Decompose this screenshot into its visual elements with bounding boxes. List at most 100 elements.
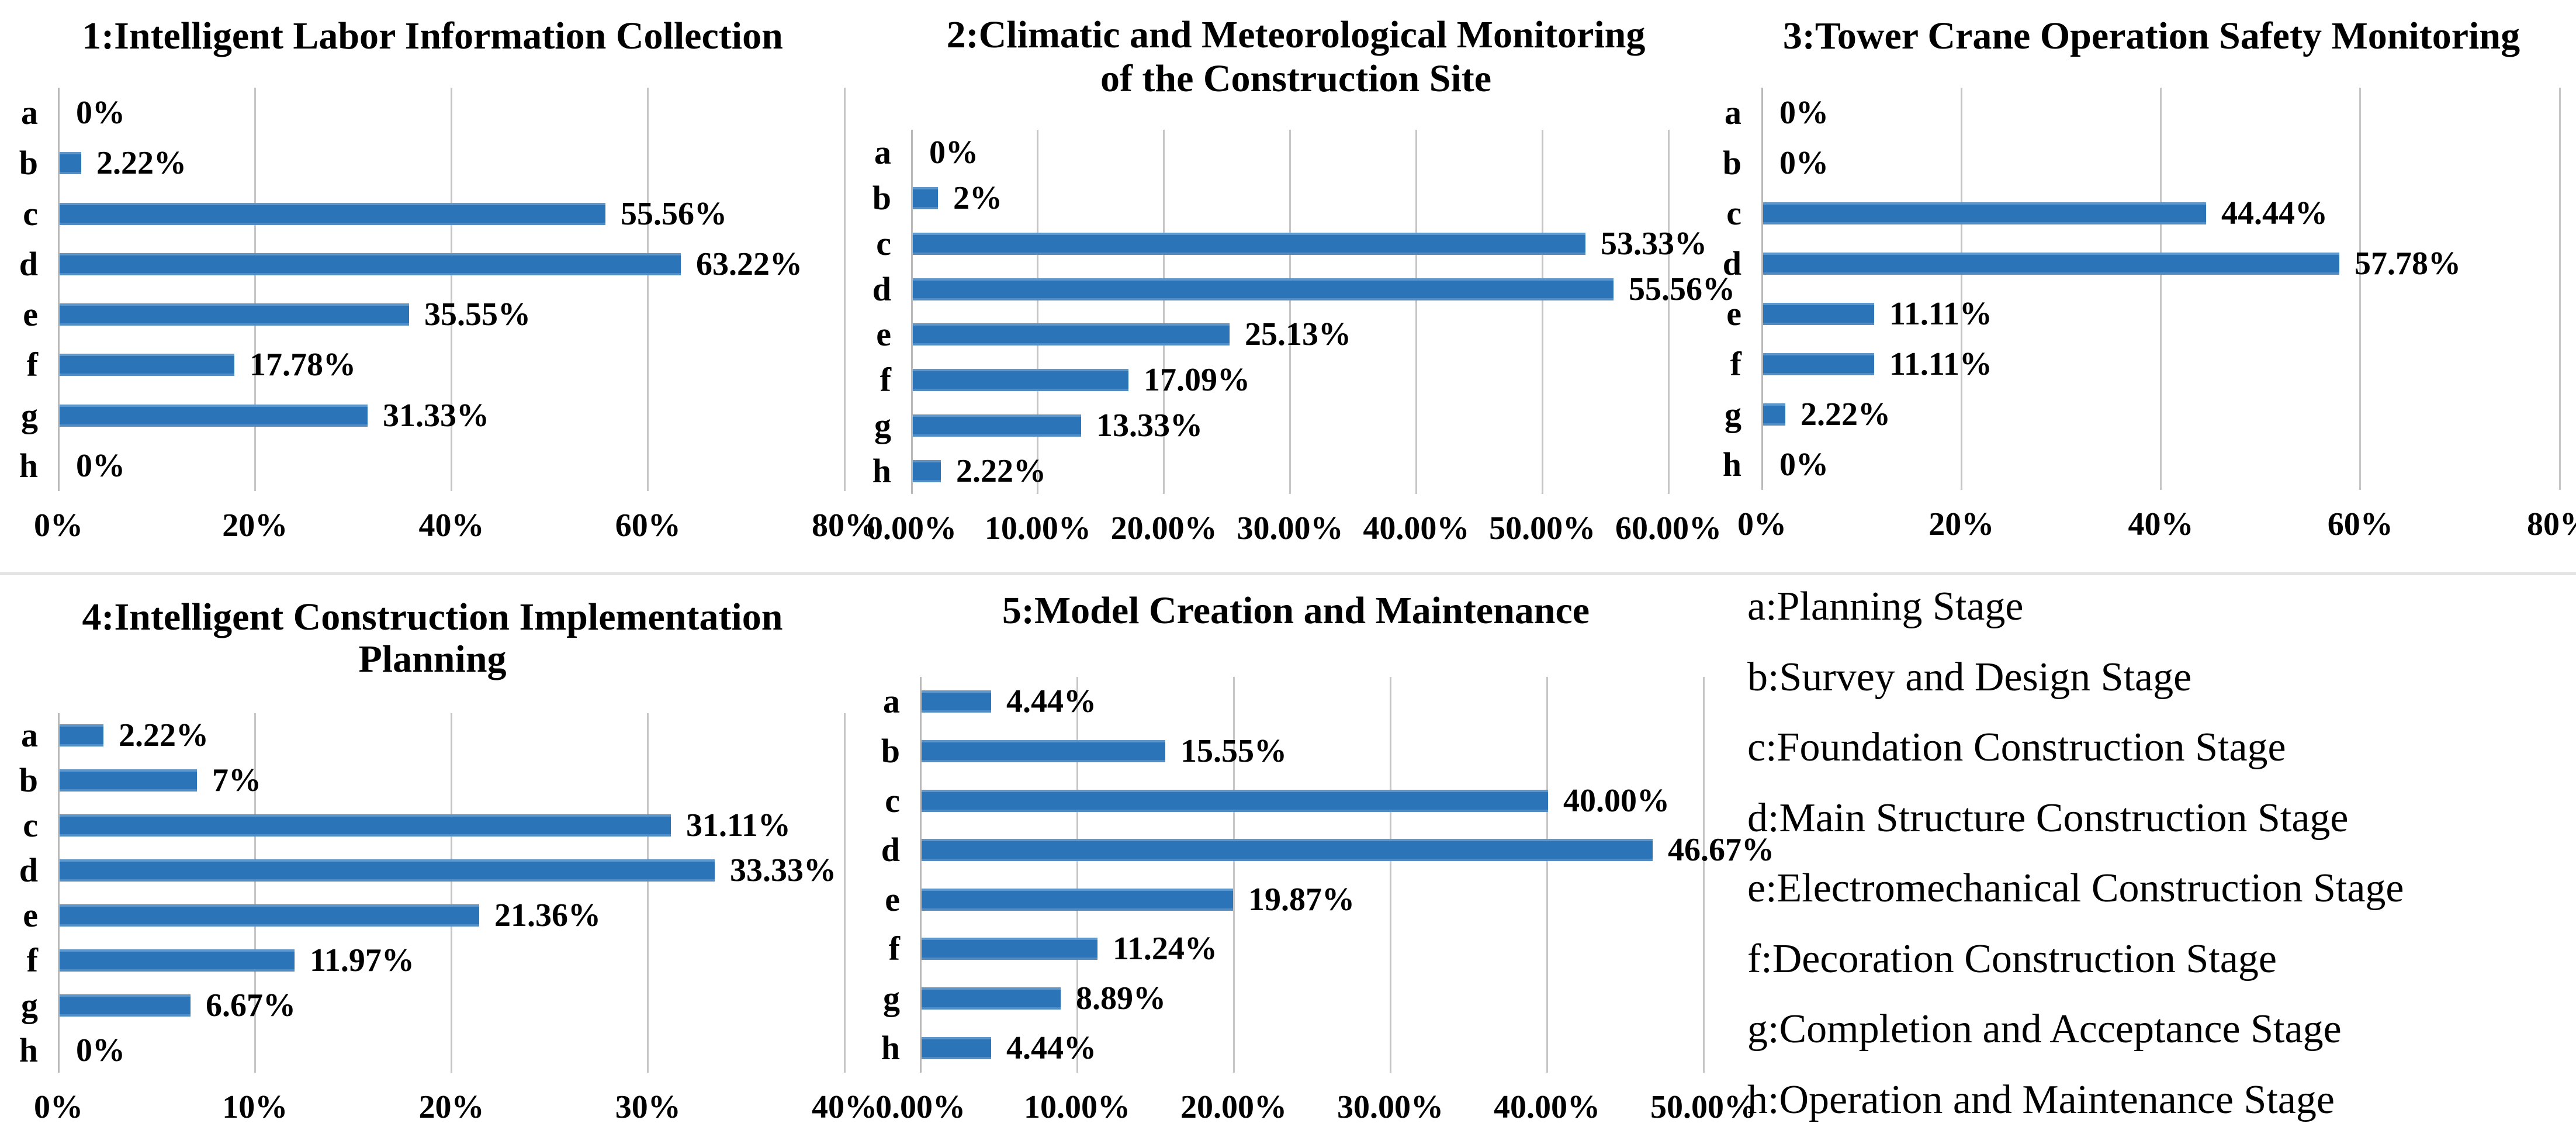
value-label: 0% [1779,447,1829,483]
x-tick-label: 30.00% [1337,1089,1443,1125]
gridline [1702,677,1705,1073]
bar [922,938,1097,960]
value-label: 0% [76,95,125,132]
category-label: g [874,406,891,445]
category-label: b [19,761,38,800]
chart-title: 5:Model Creation and Maintenance [1002,589,1590,632]
bar [60,814,671,837]
category-label: e [885,880,900,918]
gridline [1546,677,1548,1073]
category-label: d [872,269,891,308]
x-tick-label: 80% [2527,506,2576,542]
x-tick-label: 20% [418,1089,484,1125]
category-label: f [880,361,891,399]
value-label: 0% [76,447,125,484]
value-label: 7% [212,762,261,799]
bar [1763,202,2206,224]
x-tick-label: 20% [222,507,288,544]
gridline [647,713,649,1073]
x-tick-label: 0.00% [875,1089,965,1125]
category-label: h [19,446,38,485]
row-divider [0,572,2576,575]
x-tick-label: 30.00% [1237,510,1344,547]
bar [1763,253,2339,275]
y-axis-line [57,88,60,491]
x-tick-label: 0% [34,1089,83,1125]
x-tick-label: 30% [615,1089,681,1125]
y-axis-line [919,677,922,1073]
bar [913,232,1585,255]
value-label: 8.89% [1076,980,1166,1017]
category-label: h [872,452,891,490]
gridline [1076,677,1078,1073]
bar [60,994,191,1017]
value-label: 17.09% [1144,362,1250,399]
category-label: a [874,133,891,171]
x-tick-label: 40.00% [1363,510,1470,547]
y-axis-line [1761,88,1763,490]
chart-5: 5:Model Creation and Maintenance 0.00% 10.… [865,579,1774,1144]
x-tick-label: 80% [812,507,877,544]
category-label: b [1722,144,1741,182]
bar [60,354,234,376]
bar [1763,403,1785,426]
value-label: 4.44% [1006,683,1096,720]
category-label: a [21,716,38,755]
category-label: f [26,941,38,979]
gridline [1289,130,1291,494]
gridline [1415,130,1417,494]
x-tick-label: 10% [222,1089,288,1125]
bar [60,303,409,326]
gridline [451,713,452,1073]
gridline [2160,88,2162,490]
value-label: 53.33% [1601,225,1707,262]
category-label: g [21,986,38,1024]
value-label: 0% [1779,145,1829,181]
y-axis-line [57,713,60,1073]
chart-title: Planning [358,638,507,680]
category-label: b [19,144,38,182]
value-label: 25.13% [1245,316,1351,353]
category-label: c [23,194,38,233]
legend-item: d:Main Structure Construction Stage [1747,795,2349,841]
x-tick-label: 0% [34,507,83,544]
value-label: 2.22% [1801,396,1891,433]
category-label: f [26,345,38,384]
gridline [843,88,846,491]
category-label: e [23,295,38,334]
category-label: a [883,682,900,721]
x-tick-label: 40% [2128,506,2194,542]
category-label: c [1726,194,1741,232]
x-tick-label: 0.00% [867,510,957,547]
value-label: 0% [1779,95,1829,131]
x-tick-label: 60% [2327,506,2393,542]
value-label: 63.22% [696,246,802,282]
legend-item: h:Operation and Maintenance Stage [1747,1077,2335,1122]
value-label: 35.55% [424,296,531,333]
category-label: c [885,781,900,820]
bar [922,839,1653,862]
bar [922,987,1061,1010]
x-tick-label: 50.00% [1650,1089,1757,1125]
gridline [451,88,452,491]
value-label: 11.11% [1889,346,1992,382]
value-label: 15.55% [1180,732,1287,769]
value-label: 0% [76,1032,125,1069]
category-label: c [876,224,891,262]
value-label: 2.22% [96,145,186,182]
value-label: 11.11% [1889,296,1992,332]
bar [1763,353,1874,375]
gridline [843,713,846,1073]
category-label: a [21,94,38,132]
gridline [2359,88,2362,490]
value-label: 17.78% [250,347,356,383]
category-label: e [1726,295,1741,333]
value-label: 31.33% [383,397,489,434]
value-label: 2.22% [119,717,209,754]
bar [60,904,479,927]
bar [60,202,605,225]
bar [60,152,81,175]
value-label: 2% [953,179,1002,216]
category-label: g [1725,395,1741,433]
